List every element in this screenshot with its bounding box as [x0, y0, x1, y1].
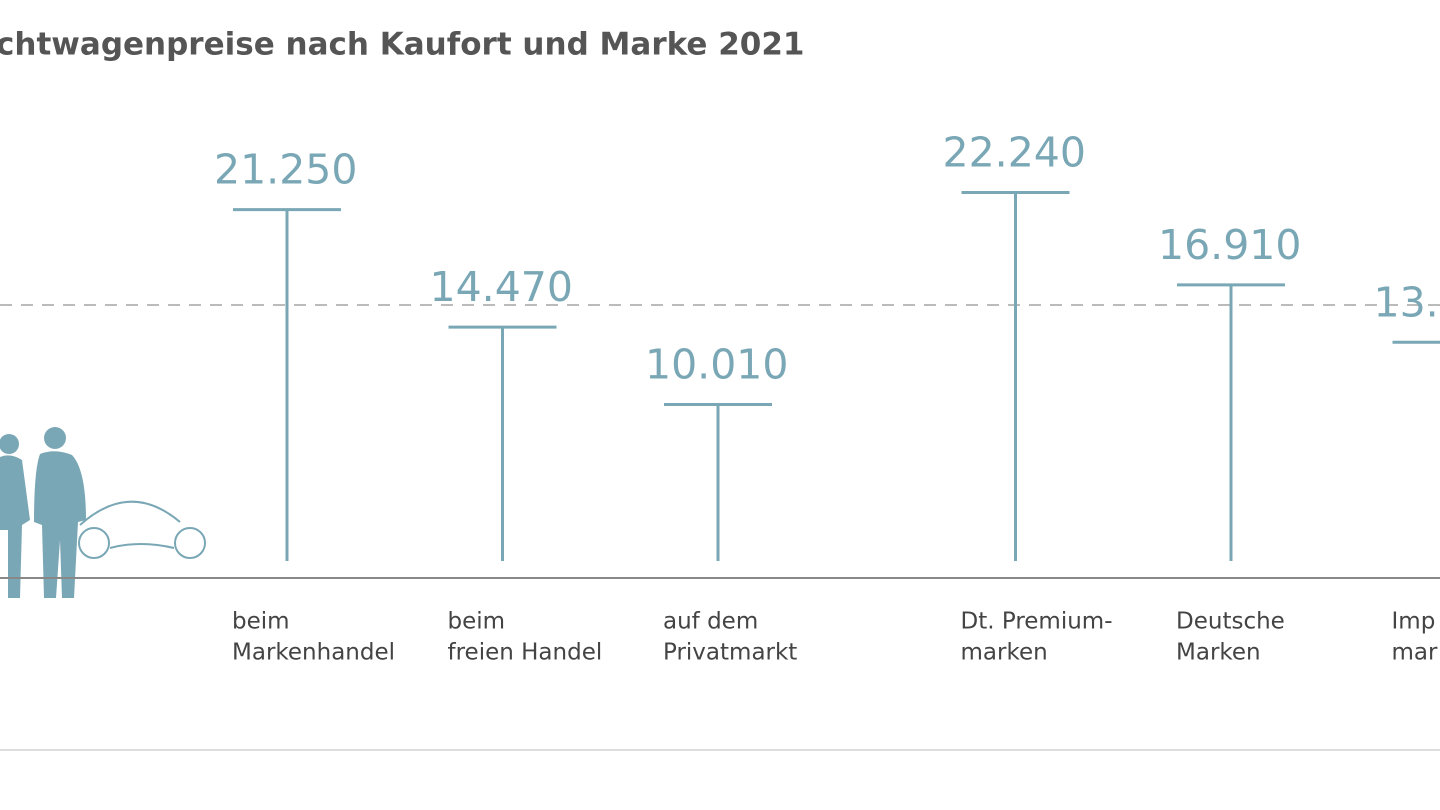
category-label: mar	[1392, 640, 1438, 666]
bar	[664, 402, 772, 561]
bar	[448, 325, 557, 561]
category-label: Imp	[1392, 609, 1436, 635]
bar	[1392, 340, 1440, 344]
people-car-icon	[0, 427, 206, 598]
category-label: auf dem	[663, 609, 758, 635]
bar	[1177, 283, 1285, 561]
category-label: Deutsche	[1176, 609, 1285, 635]
chart-title: chtwagenpreise nach Kaufort und Marke 20…	[0, 27, 804, 63]
bar	[233, 208, 341, 561]
value-label: 21.250	[214, 146, 357, 194]
value-label: 13.	[1374, 278, 1439, 326]
category-label: Marken	[1176, 640, 1261, 666]
category-label: Markenhandel	[232, 640, 395, 666]
category-label: marken	[961, 640, 1048, 666]
category-label: freien Handel	[448, 640, 603, 666]
value-label: 16.910	[1158, 221, 1301, 269]
category-label: Privatmarkt	[663, 640, 797, 666]
bar	[961, 191, 1070, 561]
value-label: 22.240	[943, 129, 1086, 177]
category-label: Dt. Premium-	[961, 609, 1113, 635]
value-label: 14.470	[430, 263, 573, 311]
category-label: beim	[232, 609, 290, 635]
category-label: beim	[448, 609, 506, 635]
value-label: 10.010	[645, 340, 788, 388]
